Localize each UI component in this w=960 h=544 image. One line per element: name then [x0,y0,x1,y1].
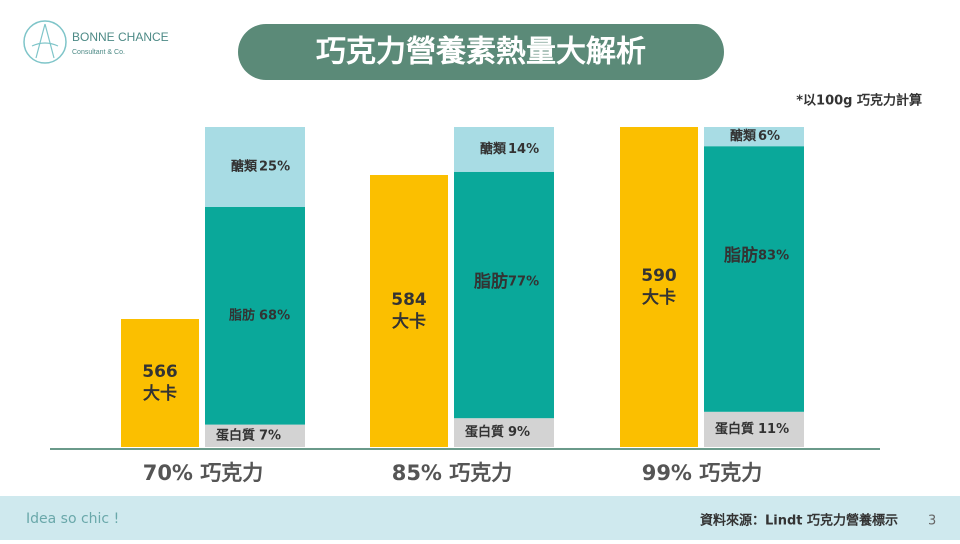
segment [205,424,305,447]
segment-value: 68% [259,308,290,323]
segment-name: 醣類 [480,141,507,157]
segment [454,171,554,419]
segment-value: 14% [508,142,539,157]
segment-value: 11% [758,422,789,437]
segment-name: 脂肪 [724,245,758,266]
title-pill [238,24,724,80]
segment-name: 蛋白質 [216,427,255,443]
calorie-bar [370,175,448,447]
logo-sub: Consultant & Co. [72,49,125,56]
segment-value: 77% [508,274,539,289]
logo: BONNE CHANCE Consultant & Co. [23,20,169,64]
source: 資料來源：Lindt 巧克力營養標示 [700,513,898,529]
calorie-label: 584 [391,290,427,310]
segment-name: 醣類 [730,128,757,144]
page-number: 3 [928,514,936,529]
logo-circle [23,20,67,64]
segment [454,127,554,172]
calorie-unit: 大卡 [642,287,676,308]
calorie-bar [620,127,698,447]
segment [704,146,804,412]
segment [205,207,305,425]
calorie-unit: 大卡 [392,311,426,332]
segment-name: 醣類 [231,159,258,175]
segment-value: 6% [758,129,780,144]
tagline: Idea so chic ! [26,511,119,527]
logo-figure [31,23,59,59]
category-label: 85% 巧克力 [392,461,513,485]
segment [704,127,804,147]
segment-value: 25% [259,160,290,175]
segment-name: 脂肪 [228,307,255,323]
segment-name: 蛋白質 [715,421,754,437]
chart-title: 巧克力營養素熱量大解析 [316,35,646,70]
segment-name: 脂肪 [474,271,508,292]
category-label: 99% 巧克力 [642,461,763,485]
calorie-label: 566 [142,362,178,382]
calorie-bar [121,319,199,447]
segment [205,127,305,207]
note: *以100g 巧克力計算 [796,93,922,109]
calorie-unit: 大卡 [143,383,177,404]
segment [704,411,804,447]
segment-value: 7% [259,428,281,443]
footer-band [0,496,960,540]
segment [454,418,554,447]
calorie-label: 590 [641,266,677,286]
logo-name: BONNE CHANCE [72,30,169,44]
segment-value: 83% [758,249,789,264]
segment-value: 9% [508,425,530,440]
category-label: 70% 巧克力 [143,461,264,485]
segment-name: 蛋白質 [465,424,504,440]
